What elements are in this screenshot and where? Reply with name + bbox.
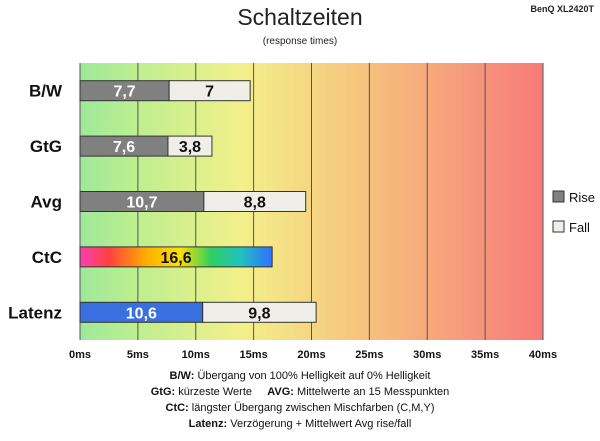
x-tick-label: 20ms [297,349,325,361]
x-tick-label: 15ms [240,349,268,361]
chart-title: Schaltzeiten [237,4,363,30]
chart-subtitle: (response times) [262,36,338,47]
bar-fall [168,80,251,102]
category-label: CtC [32,248,62,267]
x-tick-label: 0ms [69,349,91,361]
x-tick-label: 25ms [355,349,383,361]
x-tick-label: 5ms [127,349,149,361]
category-label: B/W [29,82,63,101]
legend-swatch [552,190,565,203]
note-ctc: CtC: längster Übergang zwischen Mischfar… [165,402,435,414]
x-tick-label: 40ms [529,349,557,361]
data-label: 10,7 [126,195,157,212]
category-label: Latenz [8,303,62,322]
bar-fall [203,191,307,212]
bar-fall [167,135,213,157]
data-label: 8,8 [244,195,266,212]
legend-label: Fall [569,220,590,235]
x-tick-label: 30ms [413,349,441,361]
data-label: 16,6 [161,250,192,267]
bars: 7,7 7 7,6 3,8 10,7 8,8 16,6 10,6 9,8 [79,80,317,323]
data-label: 7,7 [113,84,135,101]
footnotes: B/W: Übergang von 100% Helligkeit auf 0%… [0,368,600,432]
legend: Rise Fall [552,190,595,235]
data-label: 10,6 [126,305,157,322]
category-labels: B/W GtG Avg CtC Latenz [8,82,63,323]
legend-label: Rise [569,190,595,205]
x-tick-label: 10ms [182,349,210,361]
bar-latenz-fall [202,301,317,323]
legend-swatch [552,220,565,233]
monitor-model-label: BenQ XL2420T [530,4,594,14]
x-axis-ticks: 0ms 5ms 10ms 15ms 20ms 25ms 30ms 35ms 40ms [69,349,557,361]
data-label: 7,6 [113,139,135,156]
category-label: Avg [31,193,63,212]
note-latenz: Latenz: Verzögerung + Mittelwert Avg ris… [188,418,412,430]
note-gtg-avg: GtG: kürzeste Werte AVG: Mittelwerte an … [150,386,450,398]
data-label: 3,8 [179,139,201,156]
category-label: GtG [30,137,62,156]
data-label: 7 [205,84,214,101]
note-bw: B/W: Übergang von 100% Helligkeit auf 0%… [169,370,431,382]
bar-ctc [79,246,273,268]
data-label: 9,8 [248,305,270,322]
x-tick-label: 35ms [471,349,499,361]
